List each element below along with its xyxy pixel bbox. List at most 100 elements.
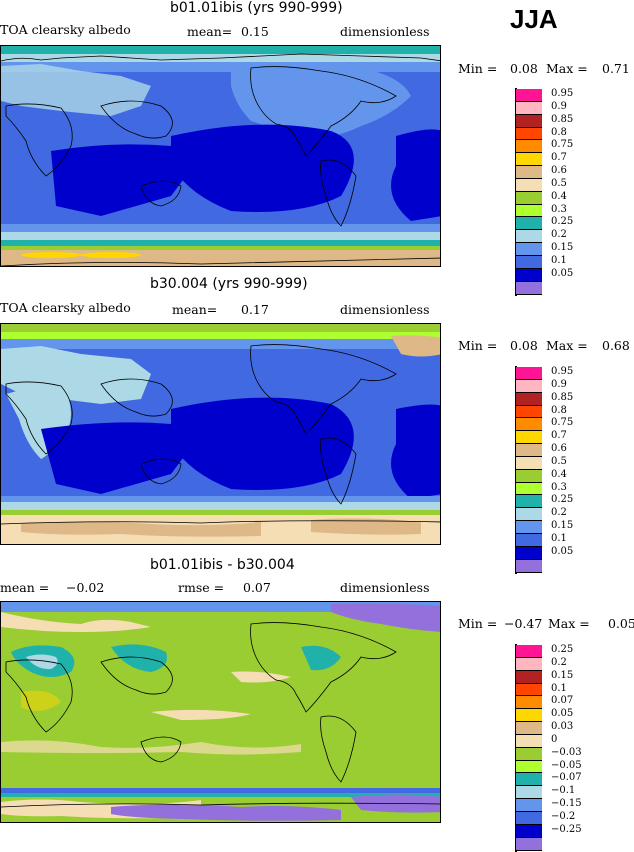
legend-swatch (516, 546, 542, 560)
legend-swatch (516, 444, 542, 457)
legend-swatch (516, 204, 542, 218)
legend-label: 0.07 (551, 695, 574, 707)
legend-swatch (516, 418, 542, 432)
panel1-min-value: 0.08 (510, 61, 538, 76)
panel1-mean-label: mean= (187, 24, 233, 39)
legend-label: 0.6 (551, 443, 567, 455)
legend-swatch (516, 379, 542, 393)
panel3-min-label: Min = (458, 616, 498, 631)
panel3-min-value: −0.47 (504, 616, 543, 631)
legend-label: 0.8 (551, 126, 567, 138)
legend-swatch (516, 153, 542, 167)
panel2-min-label: Min = (458, 338, 498, 353)
legend-swatch (516, 521, 542, 534)
legend-swatch (516, 268, 542, 282)
legend-swatch (516, 696, 542, 710)
legend-label: 0.2 (551, 656, 567, 668)
legend-label: −0.1 (551, 785, 576, 797)
panel2-title: b30.004 (yrs 990-999) (150, 276, 308, 292)
legend-swatch (516, 824, 542, 838)
legend-swatch (516, 367, 542, 380)
panel2-units-label: dimensionless (340, 302, 430, 317)
legend-swatch (516, 101, 542, 115)
legend-label: 0.85 (551, 391, 574, 403)
legend-label: −0.2 (551, 810, 576, 822)
legend-swatch (516, 392, 542, 406)
panel1-color-legend: 0.95 0.9 0.85 0.8 0.75 0.7 0.6 0.5 0.4 0.3 0.25 0.2… (515, 88, 573, 296)
panel1-min-label: Min = (458, 61, 498, 76)
panel3-mean-value: −0.02 (66, 580, 105, 595)
legend-label: 0.6 (551, 165, 567, 177)
panel3-mean-label: mean = (0, 580, 50, 595)
legend-label: 0.4 (551, 468, 567, 480)
legend-swatch (516, 230, 542, 244)
legend-label: 0.1 (551, 254, 567, 266)
legend-label: −0.07 (551, 772, 582, 784)
legend-label: 0.25 (551, 494, 574, 506)
legend-swatch (516, 786, 542, 800)
panel3-map-field (1, 602, 440, 822)
legend-label: −0.03 (551, 746, 582, 758)
legend-swatch (516, 559, 542, 573)
legend-label: 0.03 (551, 721, 574, 733)
legend-swatch (516, 456, 542, 470)
legend-swatch (516, 255, 542, 269)
panel3-max-label: Max = (548, 616, 590, 631)
panel2-color-legend: 0.95 0.9 0.85 0.8 0.75 0.7 0.6 0.5 0.4 0.3 0.25 0.2… (515, 366, 573, 574)
panel1-map-field (1, 46, 440, 266)
legend-label: 0.15 (551, 520, 574, 532)
panel1-variable-label: TOA clearsky albedo (0, 22, 131, 37)
legend-label: 0.75 (551, 139, 574, 151)
legend-swatch (516, 709, 542, 723)
panel1-units-label: dimensionless (340, 24, 430, 39)
panel2-min-value: 0.08 (510, 338, 538, 353)
legend-label: 0.25 (551, 644, 574, 655)
legend-label: 0.7 (551, 430, 567, 442)
legend-label: 0 (551, 733, 558, 745)
legend-label: 0.75 (551, 417, 574, 429)
panel1-max-value: 0.71 (602, 61, 630, 76)
panel1-max-label: Max = (546, 61, 588, 76)
panel3-rmse-value: 0.07 (243, 580, 271, 595)
panel1-title: b01.01ibis (yrs 990-999) (170, 0, 343, 16)
legend-label: 0.1 (551, 532, 567, 544)
legend-swatch (516, 722, 542, 735)
panel3-title: b01.01ibis - b30.004 (150, 557, 295, 573)
legend-swatch (516, 773, 542, 787)
legend-swatch (516, 89, 542, 102)
panel2-mean-value: 0.17 (241, 302, 269, 317)
legend-label: 0.5 (551, 455, 567, 467)
panel3-rmse-label: rmse = (178, 580, 225, 595)
legend-label: −0.15 (551, 798, 582, 810)
panel3-map (0, 601, 441, 823)
legend-swatch (516, 191, 542, 205)
legend-swatch (516, 495, 542, 509)
legend-label: 0.2 (551, 507, 567, 519)
legend-swatch (516, 166, 542, 179)
legend-label: 0.3 (551, 203, 567, 215)
legend-swatch (516, 217, 542, 231)
legend-label: 0.05 (551, 545, 574, 557)
legend-label: 0.05 (551, 267, 574, 279)
legend-swatch (516, 670, 542, 684)
legend-swatch (516, 114, 542, 128)
panel3-max-value: 0.05 (608, 616, 634, 631)
panel2-variable-label: TOA clearsky albedo (0, 300, 131, 315)
legend-swatch (516, 243, 542, 256)
legend-label: 0.95 (551, 366, 574, 377)
legend-swatch (516, 645, 542, 658)
legend-swatch (516, 431, 542, 445)
season-label: JJA (510, 4, 558, 34)
legend-swatch (516, 178, 542, 192)
legend-swatch (516, 405, 542, 419)
legend-label: 0.85 (551, 113, 574, 125)
legend-swatch (516, 469, 542, 483)
panel2-max-value: 0.68 (602, 338, 630, 353)
legend-swatch (516, 482, 542, 496)
legend-swatch (516, 683, 542, 697)
legend-swatch (516, 533, 542, 547)
legend-swatch (516, 281, 542, 295)
panel1-map (0, 45, 441, 267)
panel2-max-label: Max = (546, 338, 588, 353)
legend-swatch (516, 799, 542, 812)
